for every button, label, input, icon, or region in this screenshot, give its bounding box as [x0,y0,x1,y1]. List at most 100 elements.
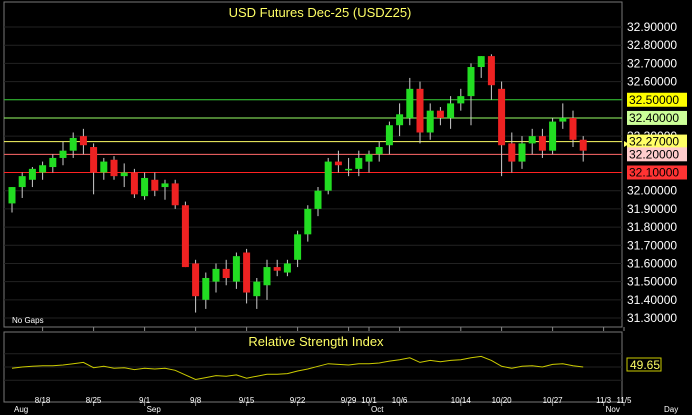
candle-body [355,157,363,169]
x-tick-label: 10/6 [392,396,408,405]
x-tick-label: 10/1 [361,396,377,405]
candle-body [90,147,98,173]
candle-body [253,281,261,297]
candle-body [385,125,393,146]
candle-body [334,161,342,166]
candle-body [579,139,587,151]
candle-body [528,136,536,144]
candle-body [508,143,516,162]
candle-body [304,208,312,235]
candle-body [375,147,383,155]
candle-body [263,267,271,286]
level-tag [627,134,687,149]
level-tag-label: 32.27000 [629,135,679,149]
candle-body [436,110,444,118]
candle-body [130,172,138,195]
candle-body [559,117,567,122]
x-tick-label: 11/5 [617,396,633,405]
price-chart-title: USD Futures Dec-25 (USDZ25) [229,5,412,20]
candle-body [18,176,26,188]
y-tick-label: 31.80000 [627,220,677,234]
candle-body [212,268,220,282]
rsi-title: Relative Strength Index [248,334,384,349]
level-tag [627,110,687,125]
candle-body [487,56,495,86]
candle-body [232,256,240,282]
candle-body [120,172,128,177]
y-tick-label: 31.70000 [627,238,677,252]
candle-body [518,143,526,162]
candle-body [549,121,557,151]
y-tick-label: 32.60000 [627,75,677,89]
candle-body [79,136,87,146]
level-tag-label: 32.10000 [629,166,679,180]
rsi-value-tag [626,357,662,372]
level-tag [627,165,687,180]
candle-body [100,161,108,173]
candle-body [192,263,200,297]
month-label: Nov [606,405,620,414]
candle-body [273,267,281,271]
candle-body [181,205,189,268]
y-tick-label: 32.90000 [627,20,677,34]
rsi-value-label: 49.65 [630,358,660,372]
candles [8,54,587,313]
candle-body [151,179,159,191]
candle-body [243,252,251,293]
candle-body [467,67,475,97]
y-tick-label: 32.70000 [627,56,677,70]
candle-body [49,157,57,168]
candle-body [457,96,465,104]
month-label: Oct [371,405,384,414]
candle-body [59,150,67,158]
month-label: Aug [14,405,28,414]
candle-body [314,190,322,209]
y-tick-label: 31.90000 [627,202,677,216]
y-tick-label: 32.80000 [627,38,677,52]
month-label: Sep [147,405,162,414]
candle-body [406,88,414,118]
candle-body [294,234,302,260]
candle-body [110,159,118,177]
candle-body [416,88,424,133]
x-tick-label: 9/15 [239,396,255,405]
candle-body [161,183,169,188]
candle-body [324,161,332,191]
x-tick-label: 8/25 [86,396,102,405]
y-tick-label: 31.30000 [627,311,677,325]
x-tick-label: 9/29 [341,396,357,405]
x-tick-label: 10/27 [543,396,564,405]
x-tick-label: 9/8 [190,396,202,405]
candle-body [283,263,291,273]
level-tag-label: 32.20000 [629,147,679,161]
candle-body [141,177,149,197]
y-tick-label: 31.50000 [627,275,677,289]
candle-body [171,183,179,206]
level-tag-label: 32.50000 [629,93,679,107]
date-axis: 8/18 8/25 9/1 9/8 9/15 9/22 9/29 10/1 10/6 10/14 1… [14,327,632,414]
period-label: Day [664,405,678,414]
candle-body [222,268,230,278]
candle-body [569,117,577,140]
x-tick-label: 10/14 [451,396,472,405]
candle-body [28,168,36,180]
candle-body [365,154,373,162]
candle-body [447,103,455,118]
y-tick-label: 31.60000 [627,256,677,270]
level-tag-label: 32.40000 [629,111,679,125]
x-tick-label: 10/20 [492,396,513,405]
no-gaps-note: No Gaps [12,316,44,325]
x-tick-label: 8/18 [35,396,51,405]
candle-body [477,56,485,68]
candle-body [8,187,16,204]
last-price-arrow-icon [624,141,629,147]
y-tick-label: 31.40000 [627,293,677,307]
level-tag [627,92,687,107]
candle-body [69,137,77,151]
candle-body [396,114,404,126]
rsi-line [11,355,584,381]
candle-body [538,136,546,151]
y-tick-label: 32.00000 [627,184,677,198]
